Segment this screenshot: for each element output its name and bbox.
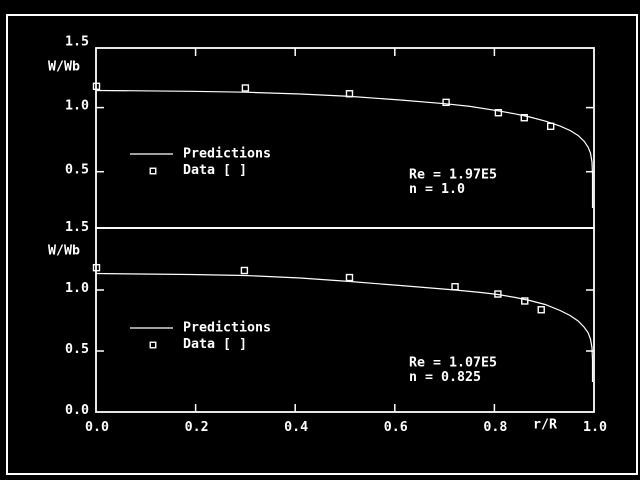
predictions-curve — [95, 89, 594, 208]
plot-frame — [95, 227, 595, 413]
y-tick-label: 1.5 — [65, 220, 89, 235]
legend-marker-sample — [149, 167, 157, 175]
legend-marker-label: Data [ ] — [183, 337, 247, 352]
y-axis-label: W/Wb — [48, 60, 80, 75]
plot-frame — [95, 47, 595, 229]
data-point-marker — [494, 109, 503, 117]
y-tick-label: 0.5 — [65, 163, 89, 178]
x-tick-label: 0.0 — [85, 420, 109, 435]
x-axis-label: r/R — [533, 418, 557, 433]
y-tick-label: 0.0 — [65, 403, 89, 418]
data-point-marker — [442, 98, 450, 107]
annotation-line: n = 1.0 — [409, 182, 465, 197]
data-point-marker — [92, 82, 101, 91]
y-tick-label: 1.0 — [65, 99, 89, 114]
data-point-marker — [537, 306, 545, 314]
legend-line-label: Predictions — [183, 320, 271, 336]
annotation-line: Re = 1.97E5 — [409, 168, 497, 183]
data-point-marker — [521, 297, 529, 305]
data-point-marker — [494, 290, 502, 298]
legend-marker-label: Data [ ] — [183, 163, 247, 178]
legend-marker-sample — [149, 341, 157, 349]
y-axis-label: W/Wb — [48, 244, 80, 259]
data-point-marker — [92, 263, 101, 272]
x-tick-label: 0.4 — [284, 420, 308, 435]
annotation-line: Re = 1.07E5 — [409, 356, 497, 371]
data-point-marker — [451, 283, 459, 291]
data-point-marker — [546, 122, 555, 131]
x-tick-label: 0.6 — [384, 420, 408, 435]
annotation-line: n = 0.825 — [409, 370, 481, 385]
y-tick-label: 0.5 — [65, 342, 89, 357]
legend-line-label: Predictions — [183, 146, 271, 162]
data-point-marker — [345, 90, 354, 98]
data-point-marker — [520, 114, 528, 122]
screen-border — [6, 14, 638, 475]
y-tick-label: 1.0 — [65, 281, 89, 296]
data-point-marker — [241, 84, 250, 92]
x-tick-label: 1.0 — [583, 420, 607, 435]
x-tick-label: 0.2 — [185, 420, 209, 435]
y-tick-label: 1.5 — [65, 35, 89, 50]
data-point-marker — [240, 266, 249, 275]
x-tick-label: 0.8 — [483, 420, 507, 435]
data-point-marker — [345, 273, 354, 282]
